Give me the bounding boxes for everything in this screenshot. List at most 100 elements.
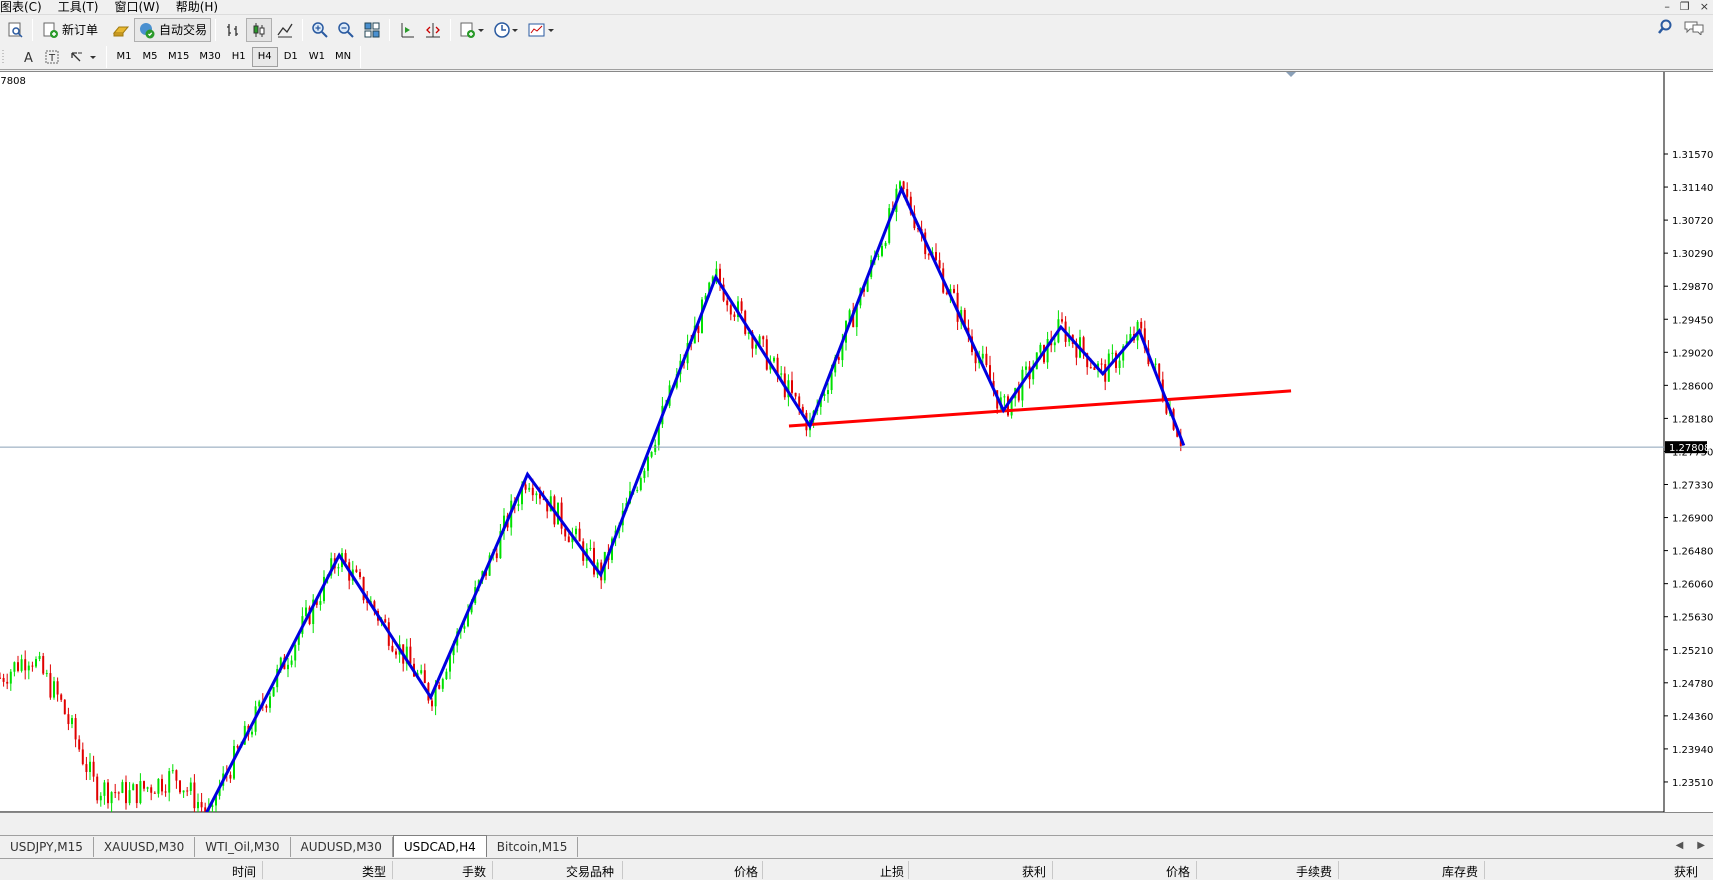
candle-body	[150, 787, 153, 793]
chart-window[interactable]: 27808 1.31570 1.31140 1.30720 1.30290 1.29870…	[0, 71, 1713, 813]
candle-body	[546, 499, 549, 512]
tab-wti-oil-m30[interactable]: WTI_Oil,M30	[195, 837, 291, 857]
col-current-price[interactable]: 价格	[1166, 865, 1191, 879]
candle-body	[1003, 396, 1006, 398]
candle-body	[711, 276, 714, 283]
close-button[interactable]: ×	[1699, 0, 1709, 13]
tab-usdcad-h4[interactable]: USDCAD,H4	[392, 835, 487, 857]
candle-body	[157, 778, 160, 794]
timeframe-m1[interactable]: M1	[116, 51, 132, 62]
column-divider	[262, 861, 263, 879]
zoom-out-button[interactable]	[333, 18, 359, 42]
tab-scroll-right-icon[interactable]: ▶	[1697, 840, 1705, 851]
candle-body	[6, 681, 9, 684]
auto-trading-button[interactable]: 自动交易	[134, 17, 212, 42]
col-profit[interactable]: 获利	[1674, 865, 1699, 879]
chat-icon[interactable]	[1683, 19, 1705, 38]
timeframe-d1[interactable]: D1	[283, 51, 298, 62]
tab-audusd-m30[interactable]: AUDUSD,M30	[291, 837, 393, 857]
candle-body	[765, 339, 768, 370]
candle-body	[463, 626, 466, 629]
candle-body	[535, 493, 538, 496]
candle-body	[9, 671, 12, 684]
col-swap[interactable]: 库存费	[1442, 865, 1479, 879]
candle-body	[193, 782, 196, 809]
col-symbol[interactable]: 交易品种	[566, 865, 615, 879]
drawing-toolbar: A T M1 M5 M15 M30 H1 H4 D1 W1 MN	[0, 44, 1713, 70]
candle-body	[470, 603, 473, 613]
timeframe-m15[interactable]: M15	[168, 51, 190, 62]
zoom-in-button[interactable]	[307, 18, 333, 42]
col-stop-loss[interactable]: 止损	[880, 865, 905, 879]
text-tool-button[interactable]: A	[16, 45, 40, 69]
periods-button[interactable]	[489, 18, 523, 42]
tab-scroll-left-icon[interactable]: ◀	[1675, 840, 1684, 851]
timeframe-mn[interactable]: MN	[334, 51, 352, 62]
candle-body	[647, 456, 649, 471]
y-tick-label: 1.27330	[1672, 481, 1713, 492]
col-time[interactable]: 时间	[232, 865, 257, 879]
menu-bar: 图表(C) 工具(T) 窗口(W) 帮助(H)	[0, 0, 1713, 14]
candle-body	[24, 659, 27, 671]
col-take-profit[interactable]: 获利	[1022, 865, 1047, 879]
y-tick-label: 1.28600	[1672, 381, 1713, 392]
arrows-button[interactable]	[64, 45, 102, 69]
col-type[interactable]: 类型	[362, 865, 387, 879]
tab-xauusd-m30[interactable]: XAUUSD,M30	[94, 837, 196, 857]
menu-window[interactable]: 窗口(W)	[114, 0, 160, 14]
restore-button[interactable]: ❐	[1679, 0, 1690, 13]
candle-body	[42, 656, 45, 674]
candle-body	[1118, 360, 1121, 369]
candle-body	[20, 659, 23, 671]
timeframe-m30[interactable]: M30	[199, 51, 221, 62]
tile-windows-button[interactable]	[359, 18, 385, 42]
candle-body	[639, 478, 642, 490]
tile-windows-icon	[364, 22, 380, 37]
candlestick-chart-button[interactable]	[246, 17, 273, 42]
timeframe-h4[interactable]: H4	[251, 46, 278, 67]
text-label-button[interactable]: T	[40, 45, 64, 69]
col-price[interactable]: 价格	[734, 865, 759, 879]
candle-body	[89, 761, 91, 773]
y-tick-label: 1.24360	[1672, 712, 1713, 723]
menu-tools[interactable]: 工具(T)	[57, 0, 99, 14]
tab-bitcoin-m15[interactable]: Bitcoin,M15	[487, 837, 579, 857]
indicators-button[interactable]	[455, 18, 489, 42]
market-watch-button[interactable]	[108, 18, 134, 42]
candle-body	[359, 572, 361, 578]
indicators-icon	[460, 22, 485, 38]
y-tick-label: 1.31570	[1672, 150, 1713, 161]
toolbar-separator	[450, 18, 452, 41]
candlestick-icon	[253, 22, 265, 37]
menu-help[interactable]: 帮助(H)	[175, 0, 219, 14]
candle-body	[755, 344, 757, 349]
col-lots[interactable]: 手数	[462, 865, 487, 879]
timeframe-h1[interactable]: H1	[231, 51, 246, 62]
print-preview-button[interactable]	[2, 18, 28, 42]
templates-button[interactable]	[523, 18, 559, 42]
col-commission[interactable]: 手续费	[1296, 865, 1333, 879]
candle-body	[420, 670, 423, 674]
minimize-button[interactable]: –	[1664, 0, 1670, 13]
candle-body	[881, 245, 883, 256]
timeframe-w1[interactable]: W1	[308, 51, 325, 62]
candle-body	[31, 665, 34, 667]
column-divider	[1196, 861, 1197, 879]
price-chart[interactable]: 27808 1.31570 1.31140 1.30720 1.30290 1.29870…	[0, 72, 1713, 812]
search-icon[interactable]	[1657, 19, 1673, 38]
candle-body	[1140, 321, 1143, 329]
auto-scroll-button[interactable]	[420, 18, 446, 42]
tab-usdjpy-m15[interactable]: USDJPY,M15	[0, 837, 94, 857]
timeframe-m5[interactable]: M5	[142, 51, 158, 62]
bar-chart-button[interactable]	[220, 18, 246, 42]
line-chart-button[interactable]	[272, 18, 298, 42]
chart-shift-button[interactable]	[394, 18, 420, 42]
new-order-button[interactable]: 新订单	[37, 18, 102, 42]
candle-body	[175, 770, 178, 781]
column-divider	[1052, 861, 1053, 879]
menu-chart[interactable]: 图表(C)	[0, 0, 42, 14]
zoom-in-icon	[312, 21, 328, 38]
column-divider	[762, 861, 763, 879]
bar-chart-icon	[227, 23, 239, 36]
candle-body	[200, 802, 203, 808]
